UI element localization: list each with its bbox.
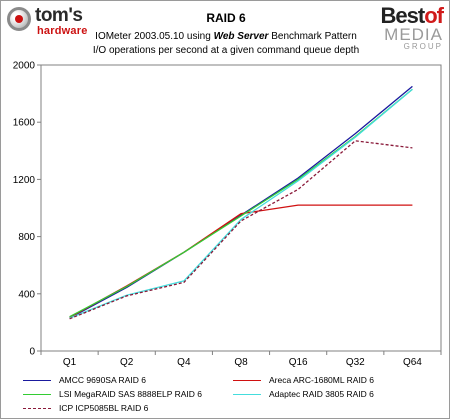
legend-label: Adaptec RAID 3805 RAID 6 xyxy=(269,389,374,399)
logo-right-of: of xyxy=(424,3,444,28)
y-tick-label: 800 xyxy=(18,232,35,243)
x-tick-label: Q8 xyxy=(234,357,248,368)
subtitle-emphasis: Web Server xyxy=(213,31,269,42)
series-line-icp xyxy=(69,140,413,320)
y-tick-label: 1200 xyxy=(13,175,36,186)
legend-label: LSI MegaRAID SAS 8888ELP RAID 6 xyxy=(59,389,203,399)
x-tick-label: Q64 xyxy=(403,357,422,368)
legend-label: AMCC 9690SA RAID 6 xyxy=(59,375,146,385)
best-of-media-logo: Bestof MEDIA GROUP xyxy=(365,3,444,55)
legend-swatch xyxy=(23,394,51,395)
x-tick-label: Q1 xyxy=(63,357,77,368)
legend-label: ICP ICP5085BL RAID 6 xyxy=(59,403,149,413)
legend-label: Areca ARC-1680ML RAID 6 xyxy=(269,375,375,385)
chart-title: RAID 6 xyxy=(206,11,246,25)
chart-legend: AMCC 9690SA RAID 6 Areca ARC-1680ML RAID … xyxy=(1,371,450,419)
y-tick-label: 2000 xyxy=(13,61,36,72)
x-tick-label: Q32 xyxy=(346,357,365,368)
legend-swatch xyxy=(23,408,51,409)
plot-area xyxy=(40,64,442,352)
logo-right-best: Best xyxy=(380,3,426,28)
chart-subtitle-2: I/O operations per second at a given com… xyxy=(92,45,360,56)
subtitle-suffix: Benchmark Pattern xyxy=(268,31,357,42)
subtitle-prefix: IOMeter 2003.05.10 using xyxy=(95,31,214,42)
series-line-adaptec xyxy=(69,88,413,319)
y-tick-label: 400 xyxy=(18,289,35,300)
x-tick-label: Q2 xyxy=(120,357,134,368)
logo-right-line3: GROUP xyxy=(403,42,443,51)
legend-swatch xyxy=(233,394,261,395)
logo-brand-sub: hardware xyxy=(37,25,88,37)
logo-ring-icon xyxy=(7,7,31,31)
logo-brand: tom's xyxy=(35,5,83,26)
line-chart: 0 400 800 1200 1600 2000 Q1 Q2 Q4 Q8 Q16 Q32 Q64 xyxy=(13,61,442,368)
x-tick-label: Q16 xyxy=(289,357,308,368)
y-tick-label: 0 xyxy=(29,347,35,358)
toms-hardware-logo: tom's hardware xyxy=(5,5,115,41)
logo-right-line2: MEDIA xyxy=(384,25,443,44)
logo-right-line1: Bestof xyxy=(380,3,444,29)
x-tick-label: Q4 xyxy=(177,357,191,368)
y-tick-label: 1600 xyxy=(13,118,36,129)
legend-swatch xyxy=(233,380,261,381)
chart-subtitle: IOMeter 2003.05.10 using Web Server Benc… xyxy=(1,31,450,42)
legend-swatch xyxy=(23,380,51,381)
